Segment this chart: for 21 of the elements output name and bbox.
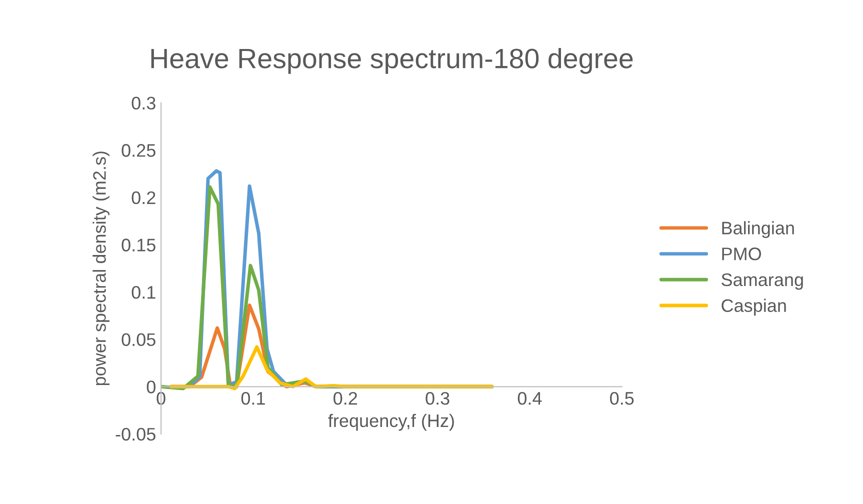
y-tick-label: 0.25 [122, 144, 156, 157]
y-tick-label: 0 [146, 380, 156, 394]
x-tick-label: 0.2 [334, 392, 358, 405]
y-axis-title: power spectral density (m2.s) [92, 152, 110, 386]
legend-label: PMO [722, 248, 762, 260]
legend-label: Caspian [722, 298, 786, 316]
x-tick-label: 0.5 [610, 392, 634, 405]
y-tick-label: 0.2 [132, 191, 156, 204]
y-tick-label: 0.15 [122, 238, 156, 252]
legend-label: Balingian [722, 221, 794, 238]
y-tick-label: 0.05 [122, 333, 156, 346]
y-tick-label: -0.05 [116, 428, 156, 441]
x-tick-label: 0.3 [426, 392, 450, 405]
x-tick-label: 0.4 [518, 392, 542, 405]
y-tick-label: 0.1 [132, 286, 156, 299]
line-series [169, 345, 494, 390]
x-tick-label: 0.1 [241, 392, 265, 405]
x-axis-title: frequency,f (Hz) [328, 414, 454, 431]
chart-title: Heave Response spectrum-180 degree [151, 48, 633, 74]
y-tick-label: 0.3 [132, 96, 156, 110]
legend-label: Samarang [722, 273, 803, 290]
